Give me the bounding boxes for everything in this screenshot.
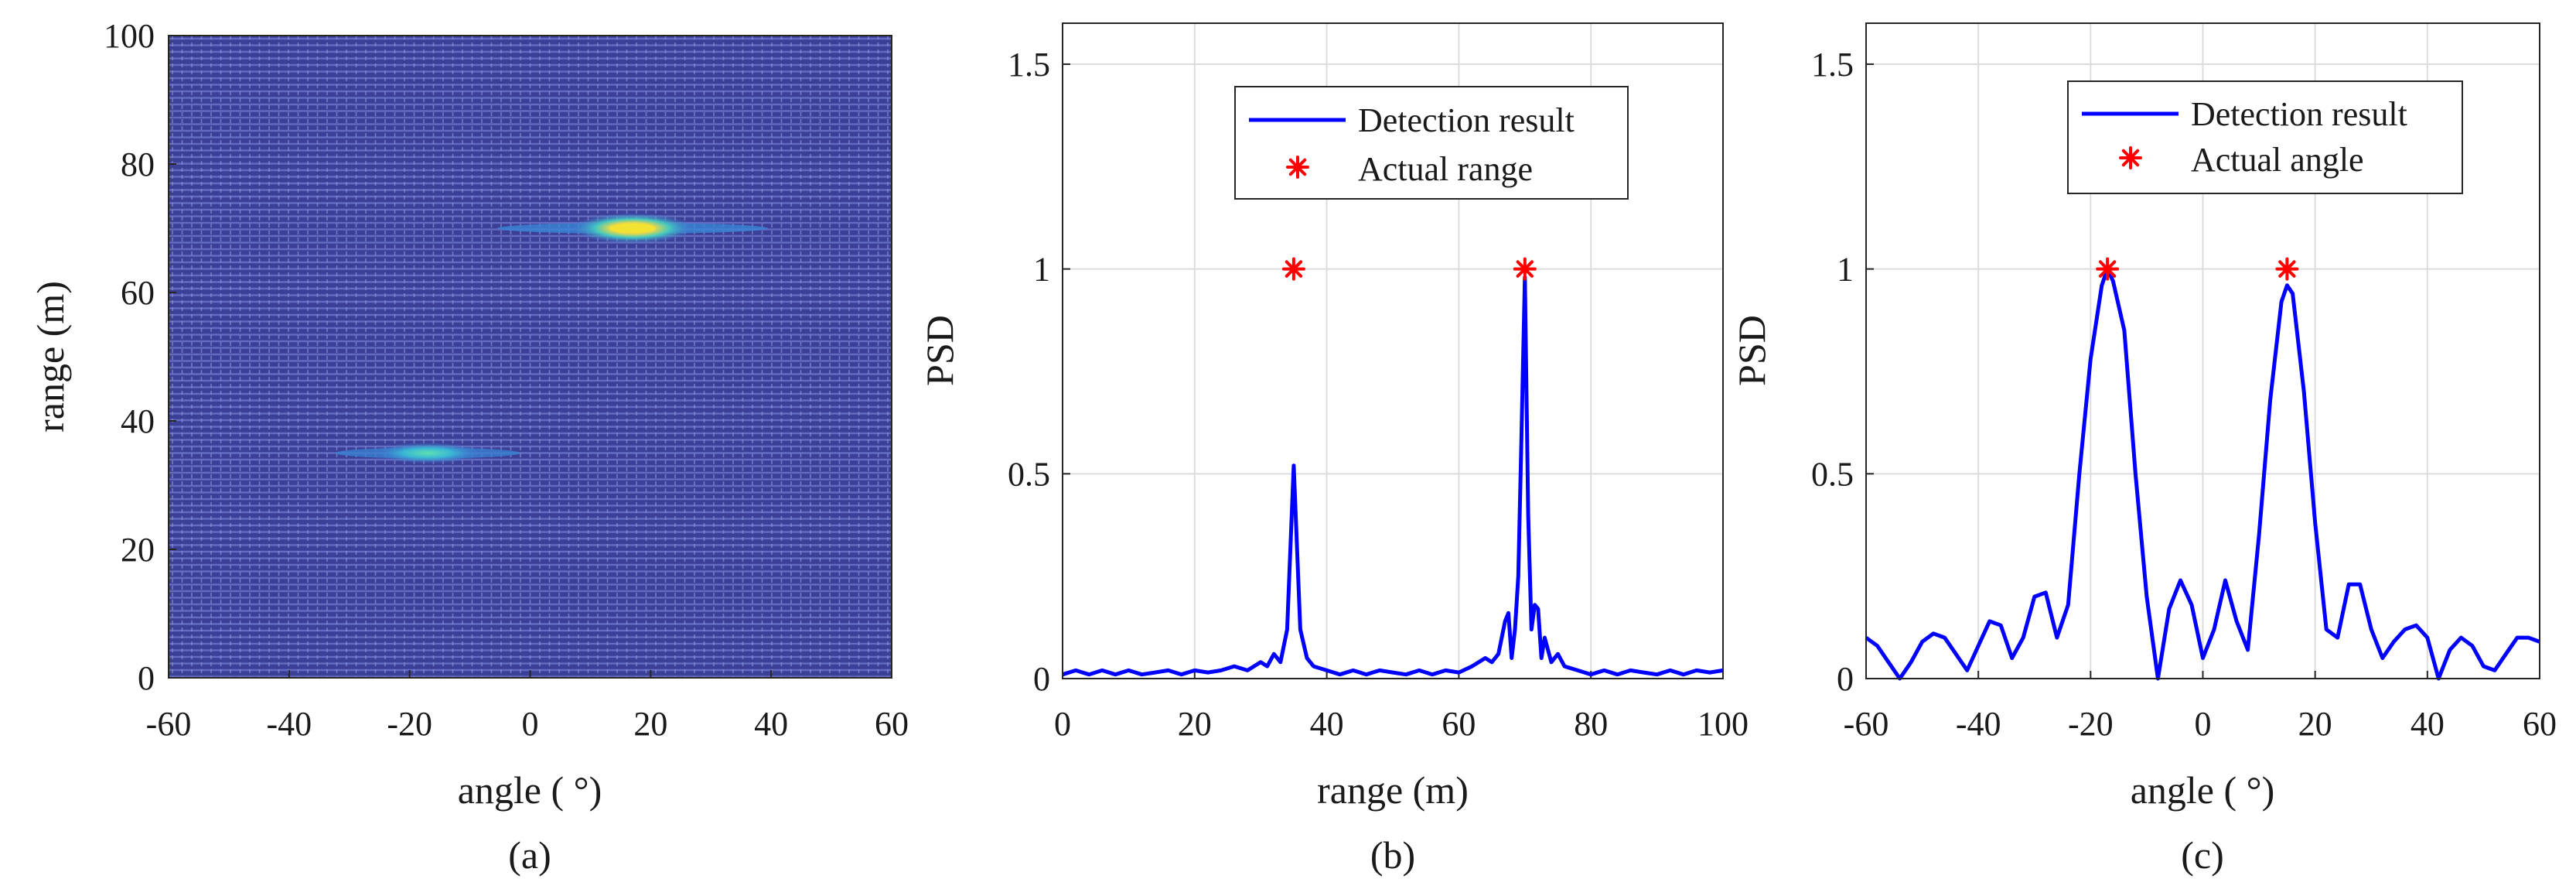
angle-legend-detection-label: Detection result [2191,95,2407,133]
actual-marker [2096,257,2120,281]
x-tick-label: 20 [633,705,667,743]
angle-psd-ticks: -60 -40 -20 0 20 40 60 0 0.5 1 1.5 [1811,46,2557,743]
range-legend-actual-label: Actual range [1358,150,1533,188]
range-psd-panel: 0 20 40 60 80 100 0 0.5 1 1.5 Detection result Ac… [918,22,1749,877]
angle-legend-star-swatch [2119,146,2142,169]
x-tick-label: 20 [1178,705,1212,743]
hotspot-core-1 [374,442,483,464]
y-tick-label: 0 [1033,660,1050,698]
x-tick-label: -60 [146,705,192,743]
y-tick-label: 1 [1837,251,1854,289]
x-tick-label: 60 [1442,705,1476,743]
angle-psd-y-axis-label: PSD [1730,315,1773,386]
legend-star [1286,156,1309,179]
y-tick-label: 0 [138,659,155,697]
x-tick-label: 40 [1310,705,1344,743]
x-tick-label: -60 [1844,705,1889,743]
y-tick-label: 1.5 [1008,46,1050,84]
actual-angle-markers [2096,257,2299,281]
x-tick-label: 0 [1054,705,1071,743]
x-tick-label: -40 [267,705,312,743]
y-tick-label: 80 [121,145,155,183]
y-tick-label: 1.5 [1811,46,1854,84]
actual-marker [1281,257,1305,281]
range-psd-legend: Detection result Actual range [1234,86,1629,200]
actual-range-markers [1281,257,1537,281]
x-tick-label: -20 [387,705,432,743]
actual-marker [1513,257,1537,281]
x-tick-label: 60 [2523,705,2557,743]
heatmap-x-axis-label: angle ( °) [458,768,602,812]
caption-c: (c) [2181,833,2224,877]
x-tick-label: 60 [875,705,909,743]
y-tick-label: 20 [121,531,155,569]
range-psd-frame [1062,22,1724,679]
x-tick-label: -20 [2068,705,2114,743]
x-tick-label: 20 [2298,705,2332,743]
angle-detection-result-line [1865,267,2540,681]
range-legend-detection-label: Detection result [1358,101,1575,139]
y-tick-label: 0.5 [1811,455,1854,493]
caption-a: (a) [508,833,551,877]
hotspot-peak-0 [609,224,656,233]
heatmap-vertical-lines [172,36,889,678]
x-tick-label: 80 [1574,705,1608,743]
angle-psd-legend: Detection result Actual angle [2067,80,2463,194]
y-tick-label: 40 [121,402,155,440]
range-detection-result-line [1062,275,1724,677]
x-tick-label: 100 [1697,705,1749,743]
heatmap-texture [169,36,892,678]
range-psd-ticks: 0 20 40 60 80 100 0 0.5 1 1.5 [1008,46,1749,743]
x-tick-label: -40 [1956,705,2001,743]
heatmap-y-axis-label: range (m) [29,281,72,433]
y-tick-label: 100 [104,17,155,55]
range-psd-y-axis-label: PSD [918,315,961,386]
x-tick-label: 0 [522,705,539,743]
angle-legend-box [2067,80,2463,194]
x-tick-label: 0 [2195,705,2212,743]
range-psd-x-axis-label: range (m) [1317,768,1469,812]
range-legend-box [1234,86,1629,200]
range-legend-star-swatch [1286,156,1309,179]
y-tick-label: 1 [1033,251,1050,289]
angle-psd-frame [1865,22,2540,679]
x-tick-label: 40 [754,705,788,743]
y-tick-label: 0 [1837,660,1854,698]
y-tick-label: 0.5 [1008,455,1050,493]
heatmap-ticks: -60 -40 -20 0 20 40 60 0 20 40 60 80 100 [104,17,909,743]
x-tick-label: 40 [2411,705,2445,743]
y-tick-label: 60 [121,274,155,312]
angle-psd-panel: -60 -40 -20 0 20 40 60 0 0.5 1 1.5 Detection resul… [1730,22,2557,877]
actual-marker [2275,257,2299,281]
caption-b: (b) [1370,833,1415,877]
angle-legend-actual-label: Actual angle [2191,141,2364,179]
heatmap-hotspots [335,213,768,464]
angle-psd-x-axis-label: angle ( °) [2131,768,2275,812]
legend-star [2119,146,2142,169]
